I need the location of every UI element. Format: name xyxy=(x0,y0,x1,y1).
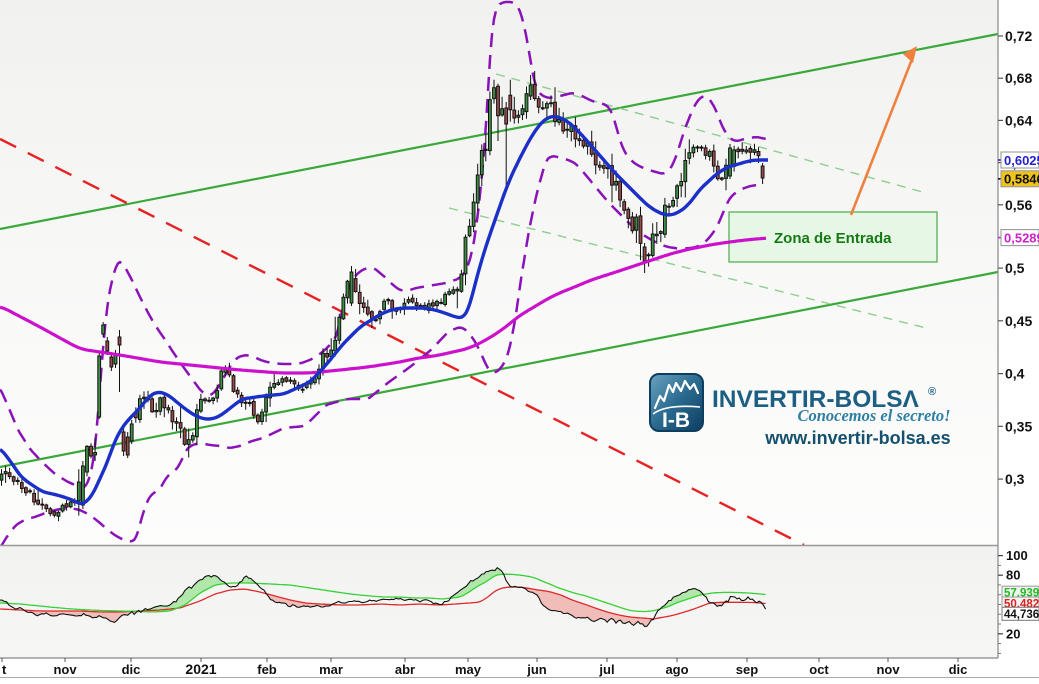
svg-text:dic: dic xyxy=(949,662,968,677)
svg-text:0,45: 0,45 xyxy=(1005,313,1032,329)
svg-text:ago: ago xyxy=(665,662,688,677)
svg-text:nov: nov xyxy=(876,662,900,677)
svg-text:20: 20 xyxy=(1006,626,1020,641)
svg-text:0,5846: 0,5846 xyxy=(1004,172,1039,187)
svg-text:80: 80 xyxy=(1006,568,1020,583)
svg-text:0,5: 0,5 xyxy=(1005,260,1025,276)
svg-text:Conocemos el secreto!: Conocemos el secreto! xyxy=(797,406,950,425)
svg-text:dic: dic xyxy=(122,662,141,677)
svg-text:sep: sep xyxy=(736,662,758,677)
svg-text:feb: feb xyxy=(257,662,277,677)
svg-text:0,3: 0,3 xyxy=(1005,471,1025,487)
svg-text:0,35: 0,35 xyxy=(1005,418,1032,434)
svg-text:jul: jul xyxy=(598,662,614,677)
svg-text:www.invertir-bolsa.es: www.invertir-bolsa.es xyxy=(764,428,950,448)
svg-text:0,5289: 0,5289 xyxy=(1004,230,1039,245)
svg-text:mar: mar xyxy=(319,662,343,677)
svg-text:0,68: 0,68 xyxy=(1005,70,1032,86)
svg-text:44,736: 44,736 xyxy=(1004,609,1039,621)
svg-text:0,64: 0,64 xyxy=(1005,112,1032,128)
svg-text:0,6025: 0,6025 xyxy=(1004,153,1039,168)
svg-text:0,56: 0,56 xyxy=(1005,197,1032,213)
svg-text:may: may xyxy=(455,662,482,677)
svg-text:100: 100 xyxy=(1006,548,1028,563)
svg-text:0,4: 0,4 xyxy=(1005,366,1025,382)
svg-text:I-B: I-B xyxy=(662,409,690,432)
svg-text:2021: 2021 xyxy=(185,661,216,677)
svg-text:oct: oct xyxy=(809,662,829,677)
svg-text:INVERTIR-BOLSΛ: INVERTIR-BOLSΛ xyxy=(712,386,920,413)
svg-text:t: t xyxy=(2,662,7,677)
svg-text:Zona de Entrada: Zona de Entrada xyxy=(774,230,892,247)
svg-text:abr: abr xyxy=(395,662,415,677)
svg-text:0,72: 0,72 xyxy=(1005,28,1032,44)
svg-text:jun: jun xyxy=(526,662,547,677)
svg-text:nov: nov xyxy=(53,662,77,677)
svg-text:®: ® xyxy=(928,386,936,398)
